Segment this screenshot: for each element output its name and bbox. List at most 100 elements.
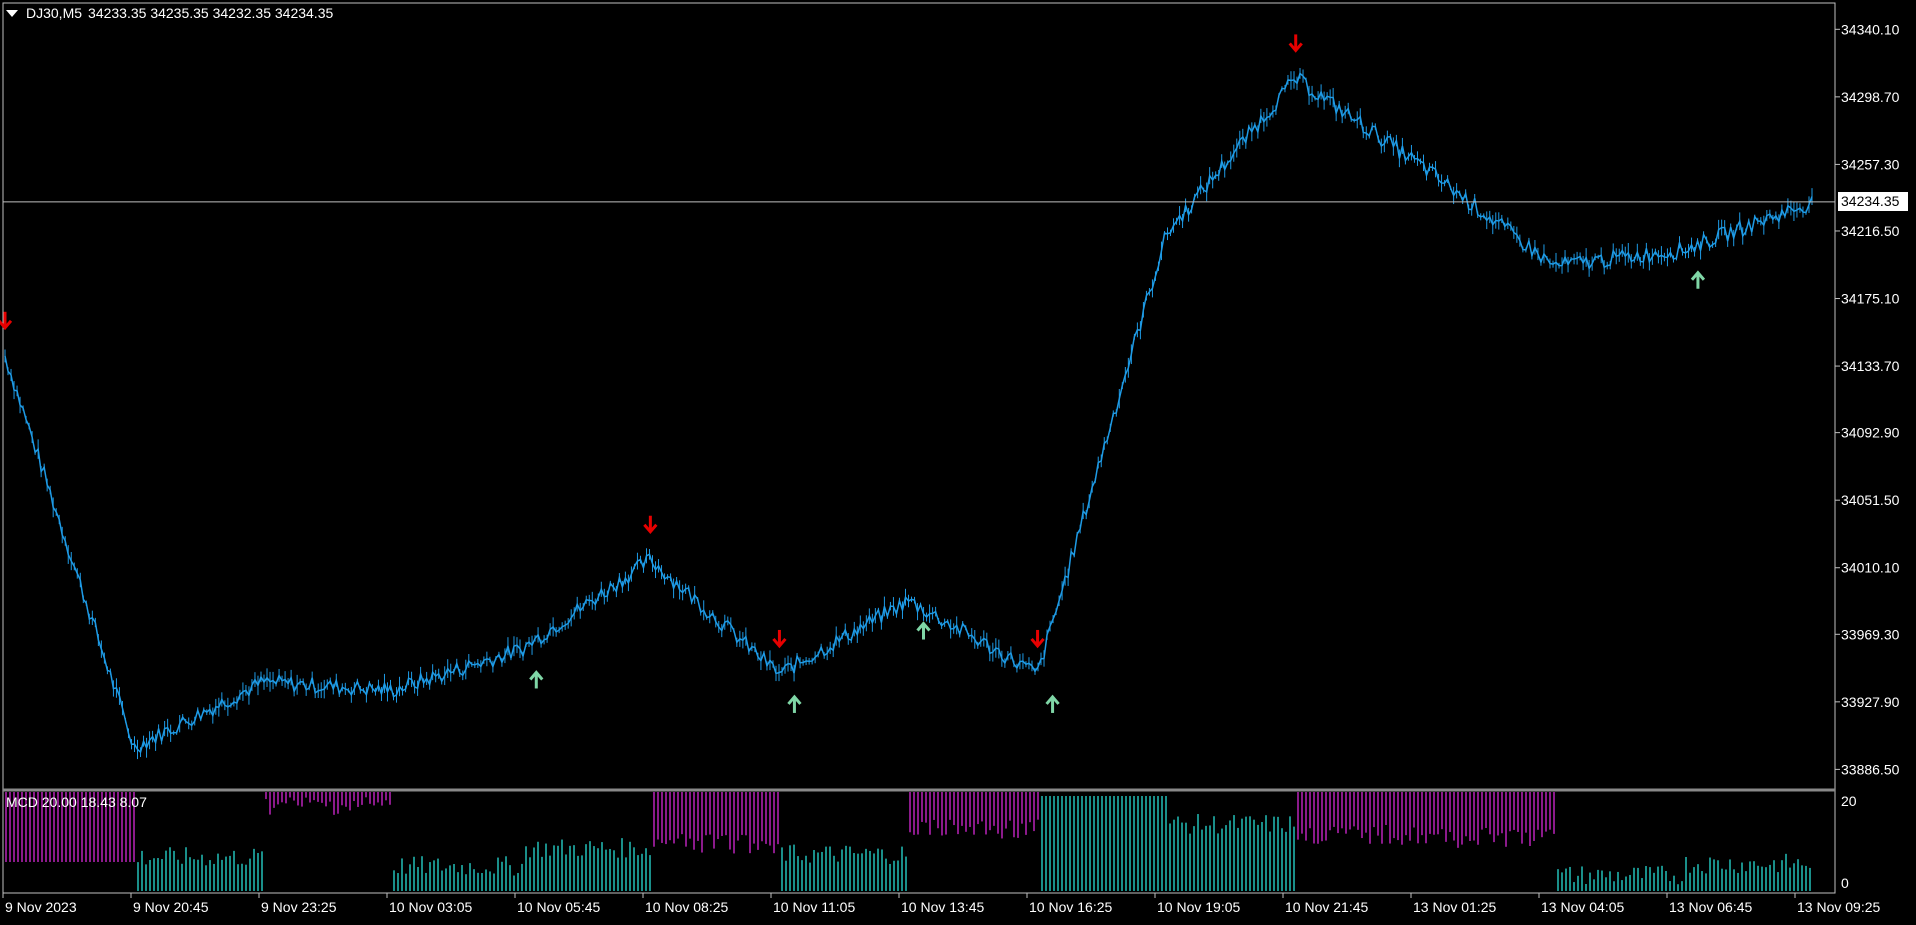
histogram-bar [1357,792,1359,830]
histogram-bar [1597,869,1599,891]
time-axis-label: 13 Nov 09:25 [1797,899,1880,915]
histogram-bar [941,792,943,836]
histogram-bar [1685,856,1687,891]
histogram-bar [561,839,563,891]
histogram-bar [833,855,835,891]
histogram-bar [1561,872,1563,891]
histogram-bar [1721,868,1723,891]
histogram-bar [661,792,663,843]
histogram-bar [437,858,439,891]
histogram-bar [749,792,751,854]
histogram-bar [817,852,819,891]
histogram-bar [909,792,911,833]
histogram-bar [445,868,447,891]
price-series [4,67,1813,760]
histogram-bar [1713,859,1715,891]
histogram-bar [21,792,23,862]
histogram-bar [1025,792,1027,835]
histogram-bar [1121,796,1123,891]
histogram-bar [641,853,643,891]
dropdown-triangle-icon[interactable] [6,9,18,17]
histogram-bar [1001,792,1003,839]
histogram-bar [601,842,603,891]
histogram-bar [1117,796,1119,891]
histogram-bar [185,847,187,891]
histogram-bar [1361,792,1363,839]
histogram-bar [921,792,923,822]
histogram-bar [1645,866,1647,891]
current-price-tag: 34234.35 [1838,191,1908,211]
histogram-bar [1241,818,1243,891]
histogram-bar [765,792,767,844]
histogram-bar [161,859,163,891]
histogram-bar [481,873,483,891]
price-axis-label: 34298.70 [1841,89,1900,105]
histogram-bar [633,847,635,891]
histogram-bar [1445,792,1447,842]
histogram-bar [1273,816,1275,891]
histogram-bar [1533,792,1535,841]
histogram-bar [1681,881,1683,891]
histogram-bar [613,850,615,891]
histogram-bar [505,856,507,891]
histogram-bar [1497,792,1499,836]
price-axis-label: 33886.50 [1841,761,1900,777]
histogram-bar [673,792,675,844]
histogram-bar [813,850,815,891]
histogram-bar [1397,792,1399,841]
histogram-bar [1337,792,1339,834]
histogram-bar [1429,792,1431,834]
histogram-bar [1069,796,1071,891]
histogram-bar [1309,792,1311,829]
histogram-bar [761,792,763,842]
histogram-bar [1353,792,1355,827]
histogram-bar [1013,792,1015,838]
histogram-bar [593,846,595,891]
histogram-bar [101,792,103,862]
indicator-axis-bottom: 0 [1841,875,1849,891]
time-axis-label: 10 Nov 03:05 [389,899,472,915]
ohlc-values: 34233.35 34235.35 34232.35 34234.35 [88,5,334,21]
histogram-bar [697,792,699,841]
histogram-bar [401,858,403,891]
time-axis-label: 10 Nov 13:45 [901,899,984,915]
time-axis-label: 9 Nov 20:45 [133,899,209,915]
histogram-bar [1381,792,1383,844]
histogram-bar [173,850,175,891]
histogram-bar [365,792,367,798]
histogram-bar [653,792,655,847]
histogram-bar [1325,792,1327,841]
histogram-bar [1749,861,1751,891]
histogram-bar [709,792,711,835]
buy-arrow-icon [916,621,931,640]
histogram-bar [1425,792,1427,844]
histogram-bar [457,872,459,891]
histogram-bar [221,859,223,891]
indicator-label: MCD 20.00 18.43 8.07 [6,794,147,810]
histogram-bar [1441,792,1443,830]
buy-arrow-icon [787,694,802,713]
histogram-bar [1589,872,1591,891]
histogram-bar [877,848,879,891]
histogram-bar [493,873,495,891]
histogram-bar [441,870,443,891]
histogram-bar [637,855,639,891]
histogram-bar [1113,796,1115,891]
histogram-bar [869,850,871,891]
histogram-bar [77,792,79,862]
histogram-bar [857,853,859,891]
histogram-bar [1341,792,1343,829]
histogram-bar [1225,825,1227,891]
sell-arrow-icon [1030,629,1045,649]
histogram-bar [733,792,735,854]
histogram-bar [1473,792,1475,841]
histogram-bar [785,860,787,891]
histogram-bar [1161,796,1163,891]
price-axis: 34340.10 34298.70 34257.30 34216.50 34175.10… [1835,21,1900,777]
histogram-bar [421,856,423,891]
histogram-bar [309,792,311,803]
histogram-bar [805,855,807,891]
histogram-bar [1677,884,1679,891]
